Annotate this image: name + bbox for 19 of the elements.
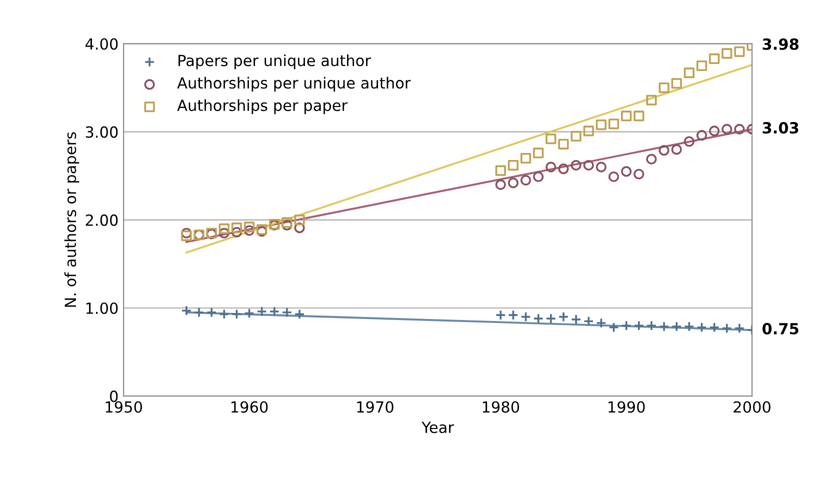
- y-tick-label: 4.00: [85, 38, 118, 50]
- x-tick-label: 1960: [232, 401, 268, 413]
- y-tick-label: 3.00: [86, 126, 118, 138]
- y-tick-label: 1.00: [86, 302, 118, 314]
- x-tick-label: 1950: [106, 401, 142, 413]
- y-tick-label: 2.00: [86, 214, 118, 226]
- x-tick-label: 2000: [734, 401, 770, 413]
- legend-label: Papers per unique author: [178, 54, 371, 70]
- data-label: 3.98: [762, 38, 798, 50]
- x-axis-title: Year: [422, 422, 454, 434]
- legend-label: Authorships per paper: [177, 99, 348, 114]
- x-tick-label: 1990: [608, 401, 645, 413]
- legend-label: Authorships per unique author: [177, 76, 411, 92]
- x-tick-label: 1980: [482, 401, 520, 413]
- y-tick-label: 0: [110, 390, 118, 402]
- data-label: 0.75: [762, 322, 798, 334]
- x-tick-label: 1970: [357, 401, 394, 413]
- y-axis-title: N. of authors or papers: [64, 132, 80, 307]
- data-label: 3.03: [762, 122, 798, 134]
